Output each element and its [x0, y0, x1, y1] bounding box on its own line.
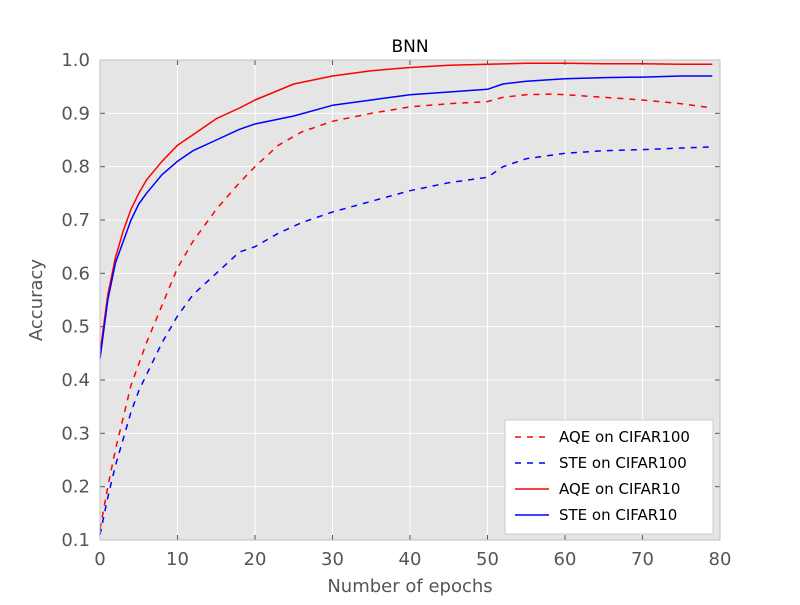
- y-tick-label: 0.6: [61, 263, 90, 284]
- x-tick-label: 50: [476, 549, 499, 570]
- legend-label: AQE on CIFAR10: [559, 480, 680, 498]
- y-tick-label: 0.7: [61, 210, 90, 231]
- y-tick-label: 0.1: [61, 530, 90, 551]
- y-tick-label: 1.0: [61, 50, 90, 71]
- series-line-aqe-on-cifar10: [99, 62, 713, 354]
- x-tick-label: 30: [321, 549, 344, 570]
- x-tick-label: 60: [554, 549, 577, 570]
- series-line-ste-on-cifar10: [99, 75, 713, 359]
- plot-frame: [99, 59, 721, 541]
- y-tick-label: 0.5: [61, 317, 90, 338]
- y-tick-label: 0.8: [61, 157, 90, 178]
- series-line-ste-on-cifar100: [99, 146, 713, 535]
- x-tick-label: 70: [631, 549, 654, 570]
- y-tick-label: 0.2: [61, 477, 90, 498]
- series-line-aqe-on-cifar100: [99, 93, 713, 530]
- legend-label: STE on CIFAR10: [559, 506, 677, 524]
- chart-title: BNN: [391, 37, 428, 57]
- y-tick-label: 0.4: [61, 370, 90, 391]
- y-axis-label: Accuracy: [26, 259, 47, 342]
- x-tick-label: 80: [709, 549, 732, 570]
- x-tick-label: 0: [94, 549, 105, 570]
- x-tick-label: 20: [244, 549, 267, 570]
- tick-labels: 0 10 20 30 40 50 60 70 80 0.1 0.2 0.3 0.4 0.5 0.6 0.7 0.…: [61, 50, 731, 570]
- legend: AQE on CIFAR100 STE on CIFAR100 AQE on CIF…: [504, 419, 714, 535]
- y-tick-label: 0.9: [61, 103, 90, 124]
- series-group: [99, 62, 713, 535]
- x-tick-label: 10: [166, 549, 189, 570]
- y-tick-label: 0.3: [61, 423, 90, 444]
- legend-label: STE on CIFAR100: [559, 454, 687, 472]
- x-tick-label: 40: [399, 549, 422, 570]
- x-axis-label: Number of epochs: [327, 576, 492, 597]
- legend-label: AQE on CIFAR100: [559, 428, 690, 446]
